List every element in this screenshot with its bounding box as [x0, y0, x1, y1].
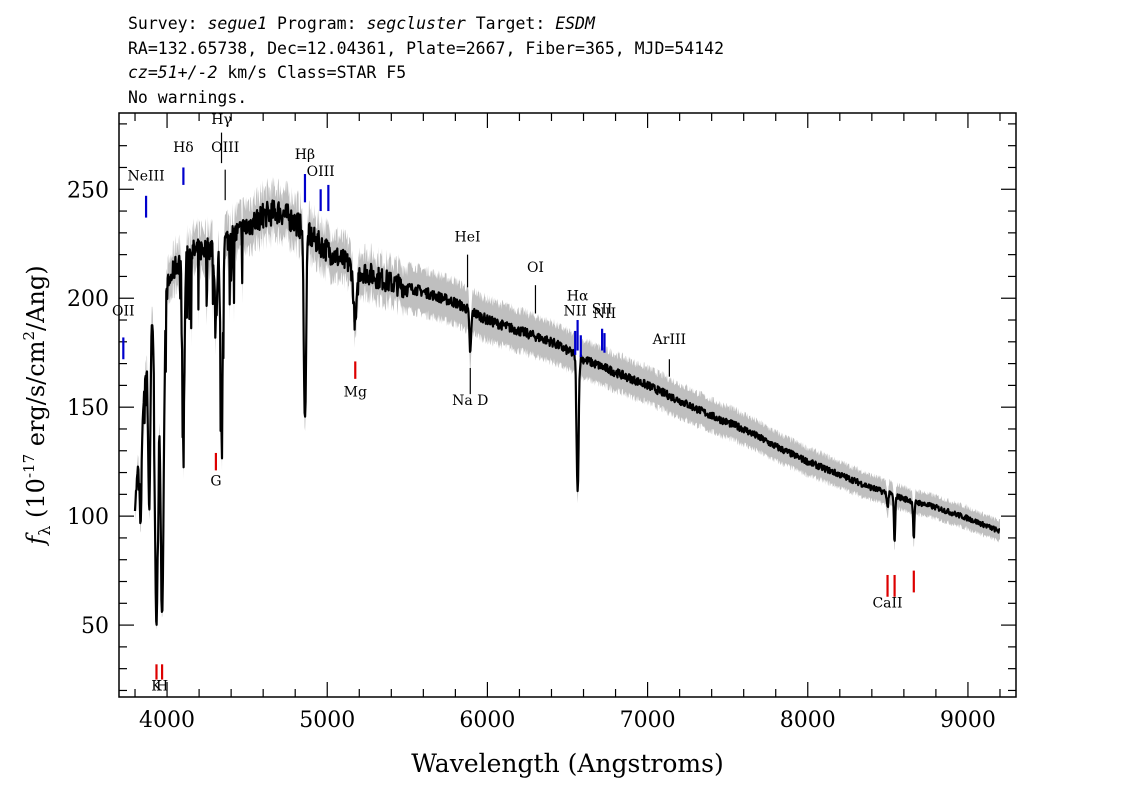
line-marker-label: NeIII — [127, 169, 164, 185]
line-marker-label: Hγ — [211, 112, 232, 128]
line-marker-label: H — [156, 678, 168, 694]
header-warnings-line: No warnings. — [128, 87, 248, 107]
line-marker-label: NII — [593, 306, 616, 322]
y-axis-label: fλ (10-17 erg/s/cm2/Ang) — [20, 265, 54, 546]
y-tick-label: 100 — [67, 505, 109, 530]
header-redshift-line: cz=51+/-2 km/s Class=STAR F5 — [128, 61, 724, 86]
line-marker-label: NII — [564, 304, 587, 320]
y-tick-label: 200 — [67, 287, 109, 312]
header-survey-line: Survey: segue1 Program: segcluster Targe… — [128, 12, 724, 37]
plot-frame — [118, 112, 1017, 698]
x-tick-label: 6000 — [459, 708, 515, 733]
line-marker-label: Hβ — [295, 147, 315, 163]
target-value: ESDM — [555, 14, 595, 33]
x-tick-label: 4000 — [139, 708, 195, 733]
line-marker-label: OIII — [307, 164, 335, 180]
x-tick-label: 8000 — [780, 708, 836, 733]
spectrum-header: Survey: segue1 Program: segcluster Targe… — [128, 12, 724, 110]
line-marker-label: SII — [592, 301, 613, 317]
line-marker-label: Na D — [452, 393, 488, 409]
program-value: segcluster — [366, 14, 466, 33]
line-marker-label: ArIII — [652, 332, 686, 348]
x-axis-label: Wavelength (Angstroms) — [411, 749, 723, 778]
y-tick-label: 50 — [81, 614, 109, 639]
line-marker-label: OIII — [211, 140, 239, 156]
target-label: Target: — [465, 14, 556, 33]
x-tick-label: 9000 — [940, 708, 996, 733]
cz-value: cz=51+/-2 — [128, 63, 218, 82]
line-marker-label: Hα — [567, 288, 589, 304]
header-coords-line: RA=132.65738, Dec=12.04361, Plate=2667, … — [128, 38, 725, 58]
line-marker-label: Mg — [344, 384, 367, 400]
survey-value: segue1 — [207, 14, 268, 33]
line-marker-label: OI — [527, 260, 544, 276]
y-tick-label: 250 — [67, 178, 109, 203]
line-marker-label: OII — [112, 304, 135, 320]
x-tick-label: 7000 — [620, 708, 676, 733]
line-marker-label: G — [210, 474, 221, 490]
y-tick-label: 150 — [67, 396, 109, 421]
class-value: km/s Class=STAR F5 — [217, 63, 407, 82]
error-band — [135, 176, 1000, 630]
survey-label: Survey: — [128, 14, 208, 33]
line-marker-label: HeI — [455, 230, 481, 246]
line-marker-label: Hδ — [173, 140, 194, 156]
x-tick-label: 5000 — [299, 708, 355, 733]
flux-line — [133, 199, 1001, 626]
line-marker-label: CaII — [872, 596, 902, 612]
program-label: Program: — [267, 14, 367, 33]
line-marker-label: K — [151, 678, 162, 694]
